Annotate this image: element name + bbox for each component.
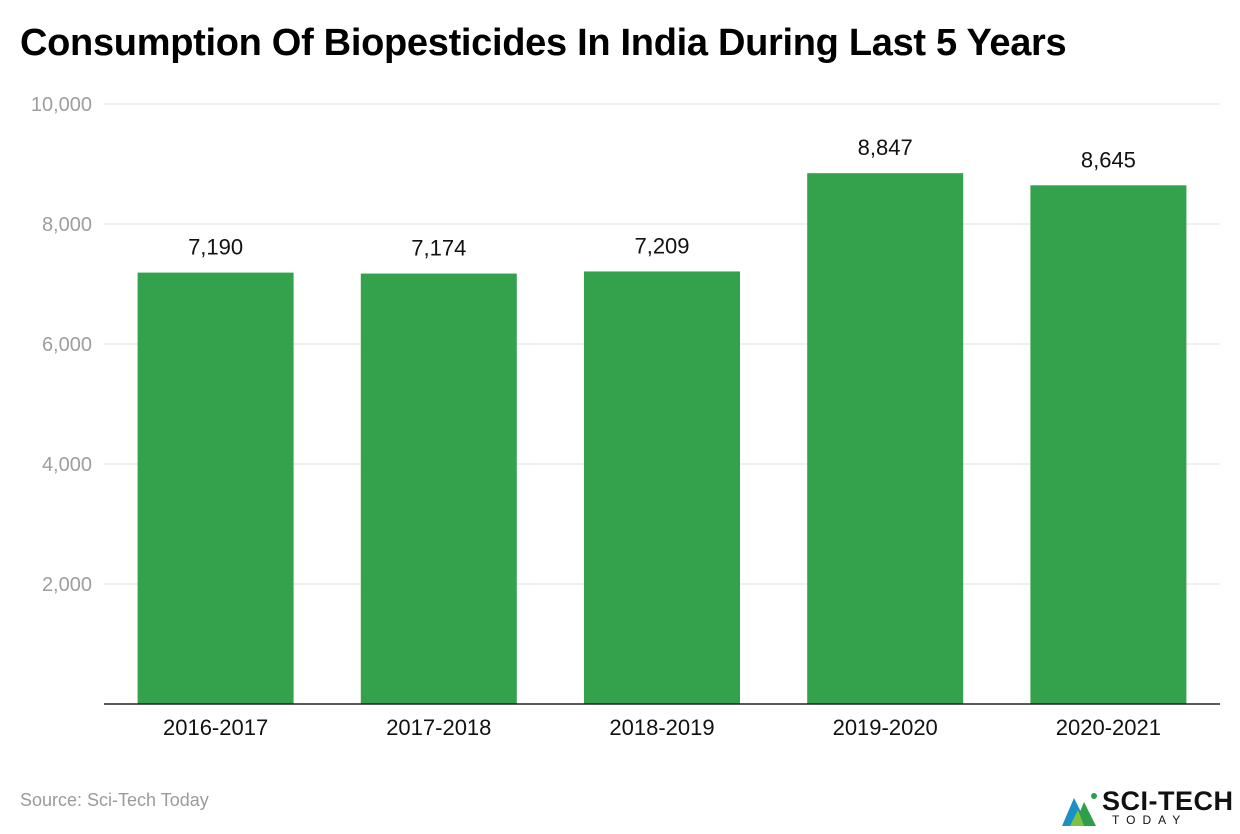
chart-title: Consumption Of Biopesticides In India Du… <box>20 22 1067 64</box>
y-tick-label: 6,000 <box>42 334 92 356</box>
bar <box>584 271 740 704</box>
y-tick-label: 10,000 <box>31 94 92 116</box>
logo-text-main: SCI-TECH <box>1102 786 1234 816</box>
bar-chart: 2,000 4,000 6,000 8,000 10,000 7,190 7,174 7,2… <box>31 94 1220 740</box>
logo-mountain-icon <box>1062 793 1097 826</box>
x-tick-label: 2016-2017 <box>163 715 268 740</box>
x-tick-label: 2017-2018 <box>386 715 491 740</box>
data-label: 7,174 <box>411 236 466 261</box>
sci-tech-logo: SCI-TECH TODAY <box>1060 786 1236 830</box>
data-label: 8,847 <box>858 135 913 160</box>
data-label: 8,645 <box>1081 147 1136 172</box>
bar <box>360 273 517 704</box>
x-tick-label: 2018-2019 <box>609 715 714 740</box>
x-tick-label: 2020-2021 <box>1056 715 1161 740</box>
y-tick-label: 4,000 <box>42 454 92 476</box>
data-label: 7,209 <box>634 233 689 258</box>
bar <box>807 173 964 704</box>
x-tick-label: 2019-2020 <box>833 715 938 740</box>
y-axis-ticks: 2,000 4,000 6,000 8,000 10,000 <box>31 94 92 596</box>
logo-text-sub: TODAY <box>1112 813 1188 827</box>
bars <box>137 173 1187 705</box>
bar <box>1030 185 1187 705</box>
y-tick-label: 8,000 <box>42 214 92 236</box>
data-labels: 7,190 7,174 7,209 8,847 8,645 <box>188 135 1136 260</box>
data-label: 7,190 <box>188 235 243 260</box>
y-tick-label: 2,000 <box>42 574 92 596</box>
source-note: Source: Sci-Tech Today <box>20 790 209 810</box>
bar <box>137 272 294 704</box>
x-axis-ticks: 2016-2017 2017-2018 2018-2019 2019-2020 2020… <box>163 715 1161 740</box>
